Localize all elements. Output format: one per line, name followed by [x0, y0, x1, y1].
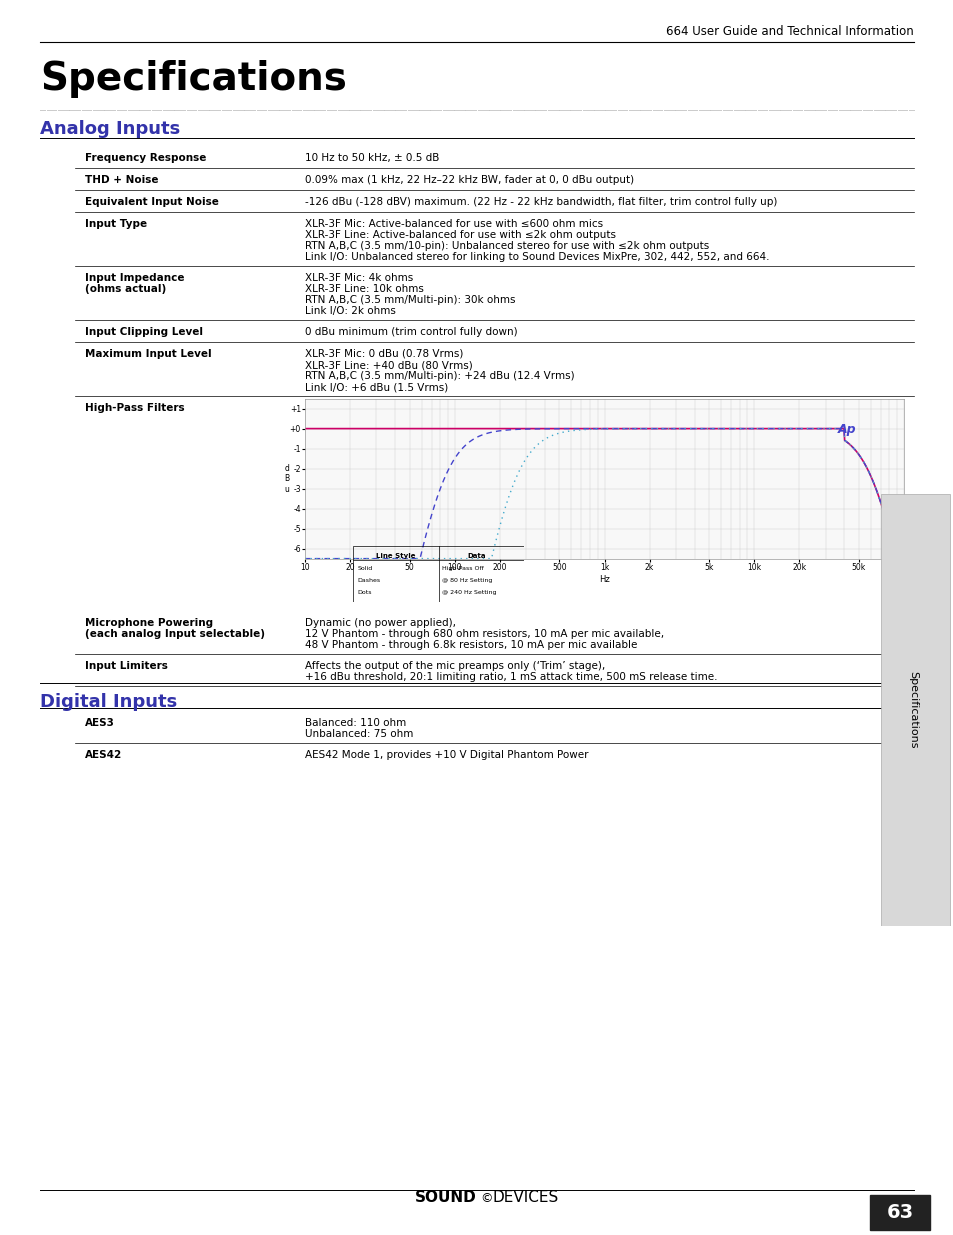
- Text: 10 Hz to 50 kHz, ± 0.5 dB: 10 Hz to 50 kHz, ± 0.5 dB: [305, 153, 439, 163]
- Text: XLR-3F Line: +40 dBu (80 Vrms): XLR-3F Line: +40 dBu (80 Vrms): [305, 359, 473, 370]
- FancyBboxPatch shape: [869, 1195, 929, 1230]
- Text: DEVICES: DEVICES: [493, 1191, 558, 1205]
- Text: +16 dBu threshold, 20:1 limiting ratio, 1 mS attack time, 500 mS release time.: +16 dBu threshold, 20:1 limiting ratio, …: [305, 672, 717, 682]
- Text: Unbalanced: 75 ohm: Unbalanced: 75 ohm: [305, 729, 413, 739]
- Text: High-Pass Filters: High-Pass Filters: [85, 403, 185, 412]
- Text: Microphone Powering: Microphone Powering: [85, 618, 213, 629]
- Text: RTN A,B,C (3.5 mm/10-pin): Unbalanced stereo for use with ≤2k ohm outputs: RTN A,B,C (3.5 mm/10-pin): Unbalanced st…: [305, 241, 708, 251]
- Text: 48 V Phantom - through 6.8k resistors, 10 mA per mic available: 48 V Phantom - through 6.8k resistors, 1…: [305, 640, 637, 650]
- Text: Affects the output of the mic preamps only (‘Trim’ stage),: Affects the output of the mic preamps on…: [305, 661, 604, 671]
- Text: AES3: AES3: [85, 718, 114, 727]
- Text: RTN A,B,C (3.5 mm/Multi-pin): 30k ohms: RTN A,B,C (3.5 mm/Multi-pin): 30k ohms: [305, 295, 515, 305]
- Text: Input Impedance: Input Impedance: [85, 273, 184, 283]
- Text: 12 V Phantom - through 680 ohm resistors, 10 mA per mic available,: 12 V Phantom - through 680 ohm resistors…: [305, 629, 663, 638]
- Text: 664 User Guide and Technical Information: 664 User Guide and Technical Information: [665, 25, 913, 38]
- Text: (ohms actual): (ohms actual): [85, 284, 166, 294]
- Text: XLR-3F Mic: 4k ohms: XLR-3F Mic: 4k ohms: [305, 273, 413, 283]
- Text: Maximum Input Level: Maximum Input Level: [85, 350, 212, 359]
- Text: Frequency Response: Frequency Response: [85, 153, 206, 163]
- Text: (each analog Input selectable): (each analog Input selectable): [85, 629, 265, 638]
- Text: XLR-3F Mic: 0 dBu (0.78 Vrms): XLR-3F Mic: 0 dBu (0.78 Vrms): [305, 350, 463, 359]
- Text: 63: 63: [885, 1203, 913, 1223]
- Text: RTN A,B,C (3.5 mm/Multi-pin): +24 dBu (12.4 Vrms): RTN A,B,C (3.5 mm/Multi-pin): +24 dBu (1…: [305, 370, 574, 382]
- Text: Equivalent Input Noise: Equivalent Input Noise: [85, 198, 218, 207]
- Text: ©: ©: [479, 1192, 492, 1205]
- Text: Data: Data: [467, 553, 485, 559]
- Text: THD + Noise: THD + Noise: [85, 175, 158, 185]
- Text: AES42: AES42: [85, 750, 122, 760]
- Text: Specifications: Specifications: [40, 61, 347, 98]
- X-axis label: Hz: Hz: [598, 574, 609, 584]
- Text: @ 240 Hz Setting: @ 240 Hz Setting: [441, 590, 496, 595]
- FancyBboxPatch shape: [881, 494, 949, 926]
- Text: XLR-3F Line: Active-balanced for use with ≤2k ohm outputs: XLR-3F Line: Active-balanced for use wit…: [305, 230, 616, 240]
- Text: Dynamic (no power applied),: Dynamic (no power applied),: [305, 618, 456, 629]
- Text: -126 dBu (-128 dBV) maximum. (22 Hz - 22 kHz bandwidth, flat filter, trim contro: -126 dBu (-128 dBV) maximum. (22 Hz - 22…: [305, 198, 777, 207]
- Text: Input Clipping Level: Input Clipping Level: [85, 327, 203, 337]
- Text: Link I/O: +6 dBu (1.5 Vrms): Link I/O: +6 dBu (1.5 Vrms): [305, 382, 448, 391]
- Text: Solid: Solid: [357, 566, 373, 571]
- Text: 0 dBu minimum (trim control fully down): 0 dBu minimum (trim control fully down): [305, 327, 517, 337]
- Text: @ 80 Hz Setting: @ 80 Hz Setting: [441, 578, 492, 583]
- Text: Balanced: 110 ohm: Balanced: 110 ohm: [305, 718, 406, 727]
- Text: Digital Inputs: Digital Inputs: [40, 693, 177, 711]
- Text: Link I/O: 2k ohms: Link I/O: 2k ohms: [305, 306, 395, 316]
- Text: Dashes: Dashes: [357, 578, 380, 583]
- Text: XLR-3F Mic: Active-balanced for use with ≤600 ohm mics: XLR-3F Mic: Active-balanced for use with…: [305, 219, 602, 228]
- Text: XLR-3F Line: 10k ohms: XLR-3F Line: 10k ohms: [305, 284, 423, 294]
- Text: Link I/O: Unbalanced stereo for linking to Sound Devices MixPre, 302, 442, 552, : Link I/O: Unbalanced stereo for linking …: [305, 252, 769, 262]
- Text: SOUND: SOUND: [415, 1191, 476, 1205]
- Text: Input Type: Input Type: [85, 219, 147, 228]
- Text: Specifications: Specifications: [907, 672, 918, 748]
- Text: Input Limiters: Input Limiters: [85, 661, 168, 671]
- Text: Line Style: Line Style: [375, 553, 415, 559]
- Text: Dots: Dots: [357, 590, 372, 595]
- Text: Ap: Ap: [837, 422, 855, 436]
- Text: High-Pass Off: High-Pass Off: [441, 566, 483, 571]
- Text: Analog Inputs: Analog Inputs: [40, 120, 180, 138]
- Y-axis label: d
B
u: d B u: [284, 463, 289, 494]
- Text: AES42 Mode 1, provides +10 V Digital Phantom Power: AES42 Mode 1, provides +10 V Digital Pha…: [305, 750, 588, 760]
- Text: 0.09% max (1 kHz, 22 Hz–22 kHz BW, fader at 0, 0 dBu output): 0.09% max (1 kHz, 22 Hz–22 kHz BW, fader…: [305, 175, 634, 185]
